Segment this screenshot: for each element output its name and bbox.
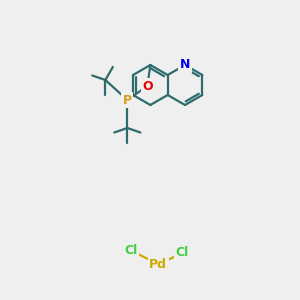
Text: O: O <box>142 80 153 92</box>
Text: N: N <box>180 58 190 71</box>
Text: Cl: Cl <box>124 244 138 256</box>
Text: P: P <box>123 94 132 106</box>
Text: Cl: Cl <box>176 247 189 260</box>
Text: Pd: Pd <box>149 259 167 272</box>
